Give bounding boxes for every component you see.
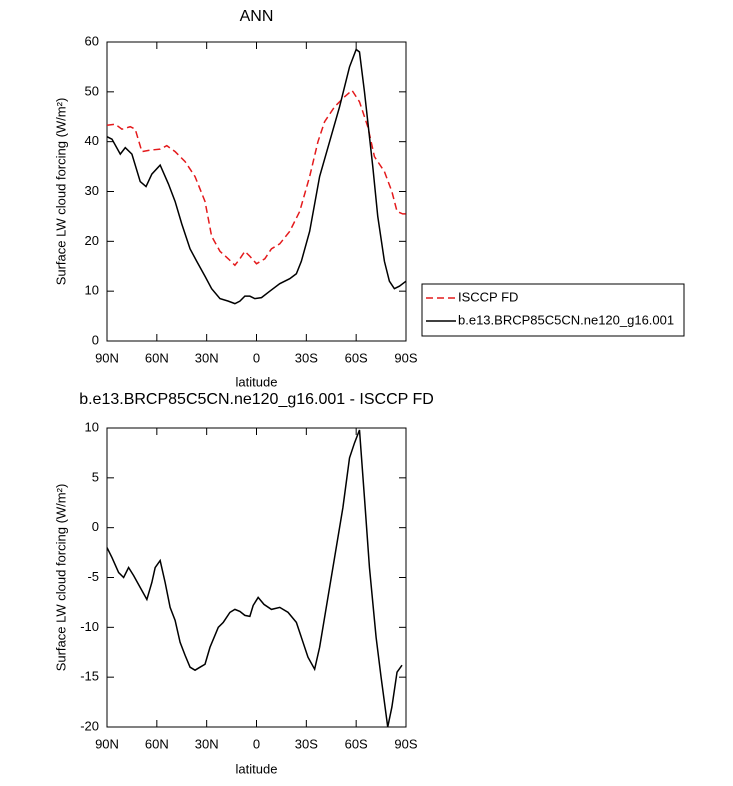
y-tick-label: 40 (85, 133, 99, 148)
x-axis-label: latitude (236, 761, 278, 776)
legend-label: ISCCP FD (458, 289, 518, 304)
chart-title: b.e13.BRCP85C5CN.ne120_g16.001 - ISCCP F… (79, 391, 434, 408)
y-tick-label: 20 (85, 233, 99, 248)
y-axis-label: Surface LW cloud forcing (W/m²) (53, 484, 68, 672)
data-line (106, 89, 406, 267)
x-tick-label: 60N (145, 736, 169, 751)
x-tick-label: 60S (345, 736, 368, 751)
x-tick-label: 30S (295, 350, 318, 365)
y-tick-label: 0 (92, 332, 99, 347)
x-tick-label: 90N (95, 350, 119, 365)
x-tick-label: 30N (195, 736, 219, 751)
y-axis-label: Surface LW cloud forcing (W/m²) (53, 98, 68, 286)
x-tick-label: 60S (345, 350, 368, 365)
plot-frame (106, 427, 407, 728)
x-tick-label: 90N (95, 736, 119, 751)
x-tick-label: 0 (253, 350, 260, 365)
y-tick-label: 10 (85, 283, 99, 298)
y-tick-label: -15 (80, 669, 99, 684)
y-tick-label: 30 (85, 183, 99, 198)
legend-box (421, 283, 685, 337)
y-tick-label: 10 (85, 419, 99, 434)
x-tick-label: 0 (253, 736, 260, 751)
y-tick-label: 5 (92, 469, 99, 484)
chart-title: ANN (240, 8, 274, 25)
y-tick-label: 50 (85, 83, 99, 98)
data-line (106, 429, 403, 728)
legend-label: b.e13.BRCP85C5CN.ne120_g16.001 (458, 312, 674, 327)
x-tick-label: 30N (195, 350, 219, 365)
x-tick-label: 30S (295, 736, 318, 751)
x-tick-label: 90S (394, 736, 417, 751)
data-line (106, 48, 407, 305)
x-tick-label: 90S (394, 350, 417, 365)
x-axis-label: latitude (236, 374, 278, 389)
y-tick-label: -10 (80, 619, 99, 634)
x-tick-label: 60N (145, 350, 169, 365)
y-tick-label: 0 (92, 519, 99, 534)
y-tick-label: 60 (85, 33, 99, 48)
plot-frame (106, 41, 407, 342)
y-tick-label: -20 (80, 718, 99, 733)
y-tick-label: -5 (87, 569, 99, 584)
